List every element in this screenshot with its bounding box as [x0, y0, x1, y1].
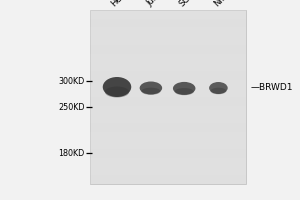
Bar [90, 71, 246, 80]
Bar [90, 123, 246, 132]
Bar [90, 54, 246, 62]
Bar [90, 132, 246, 140]
Bar [90, 97, 246, 106]
Text: 180KD: 180KD [58, 148, 85, 158]
Ellipse shape [141, 88, 160, 95]
Bar [90, 167, 246, 175]
Ellipse shape [175, 88, 194, 95]
Text: SGC-7901: SGC-7901 [178, 0, 214, 8]
Bar [90, 19, 246, 27]
Bar [90, 36, 246, 45]
Bar [90, 158, 246, 167]
Bar [90, 10, 246, 19]
Text: —BRWD1: —BRWD1 [250, 83, 293, 92]
Text: HeLa: HeLa [109, 0, 130, 8]
Bar [90, 140, 246, 149]
Bar [90, 88, 246, 97]
Bar [90, 45, 246, 53]
Bar [90, 175, 246, 184]
Ellipse shape [103, 77, 131, 97]
Ellipse shape [209, 82, 228, 94]
Text: Jurkat: Jurkat [145, 0, 168, 8]
Bar [90, 27, 246, 36]
Bar [90, 114, 246, 123]
Bar [90, 149, 246, 158]
Ellipse shape [173, 82, 196, 95]
Bar [90, 80, 246, 88]
Ellipse shape [105, 87, 129, 98]
Text: 300KD: 300KD [58, 76, 85, 86]
Text: 250KD: 250KD [58, 102, 85, 112]
Bar [90, 62, 246, 71]
Bar [90, 106, 246, 114]
Text: NIH3T3: NIH3T3 [212, 0, 240, 8]
Ellipse shape [140, 81, 162, 94]
Ellipse shape [211, 88, 226, 94]
Bar [90, 10, 246, 184]
